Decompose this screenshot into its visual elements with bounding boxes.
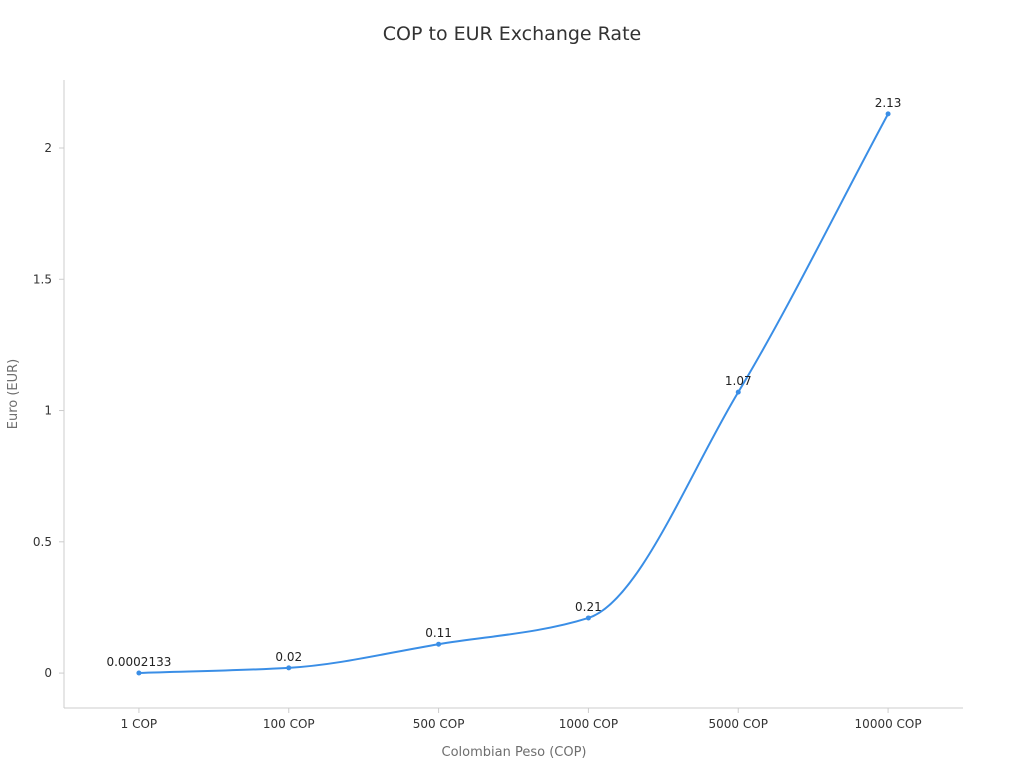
x-tick-label: 500 COP bbox=[413, 717, 465, 731]
y-axis-label: Euro (EUR) bbox=[6, 359, 21, 430]
x-tick-label: 1 COP bbox=[121, 717, 158, 731]
x-tick-label: 5000 COP bbox=[709, 717, 768, 731]
data-point[interactable] bbox=[436, 641, 442, 647]
data-point[interactable] bbox=[735, 389, 741, 395]
data-label: 2.13 bbox=[875, 96, 902, 110]
data-label: 0.21 bbox=[575, 600, 602, 614]
y-tick-label: 1.5 bbox=[33, 272, 52, 286]
data-label: 0.0002133 bbox=[106, 655, 171, 669]
x-tick-label: 100 COP bbox=[263, 717, 315, 731]
x-axis-label: Colombian Peso (COP) bbox=[442, 745, 587, 760]
data-point[interactable] bbox=[585, 615, 591, 621]
data-point[interactable] bbox=[136, 670, 142, 676]
y-tick-label: 0.5 bbox=[33, 535, 52, 549]
series-line bbox=[138, 113, 889, 675]
data-point[interactable] bbox=[286, 665, 292, 671]
chart-title: COP to EUR Exchange Rate bbox=[383, 23, 641, 45]
y-tick-label: 1 bbox=[44, 404, 52, 418]
data-label: 0.02 bbox=[275, 650, 302, 664]
data-point[interactable] bbox=[885, 111, 891, 117]
data-label: 0.11 bbox=[425, 626, 452, 640]
x-tick-label: 1000 COP bbox=[559, 717, 618, 731]
y-tick-label: 2 bbox=[44, 141, 52, 155]
y-tick-label: 0 bbox=[44, 666, 52, 680]
data-label: 1.07 bbox=[725, 374, 752, 388]
x-tick-label: 10000 COP bbox=[855, 717, 922, 731]
